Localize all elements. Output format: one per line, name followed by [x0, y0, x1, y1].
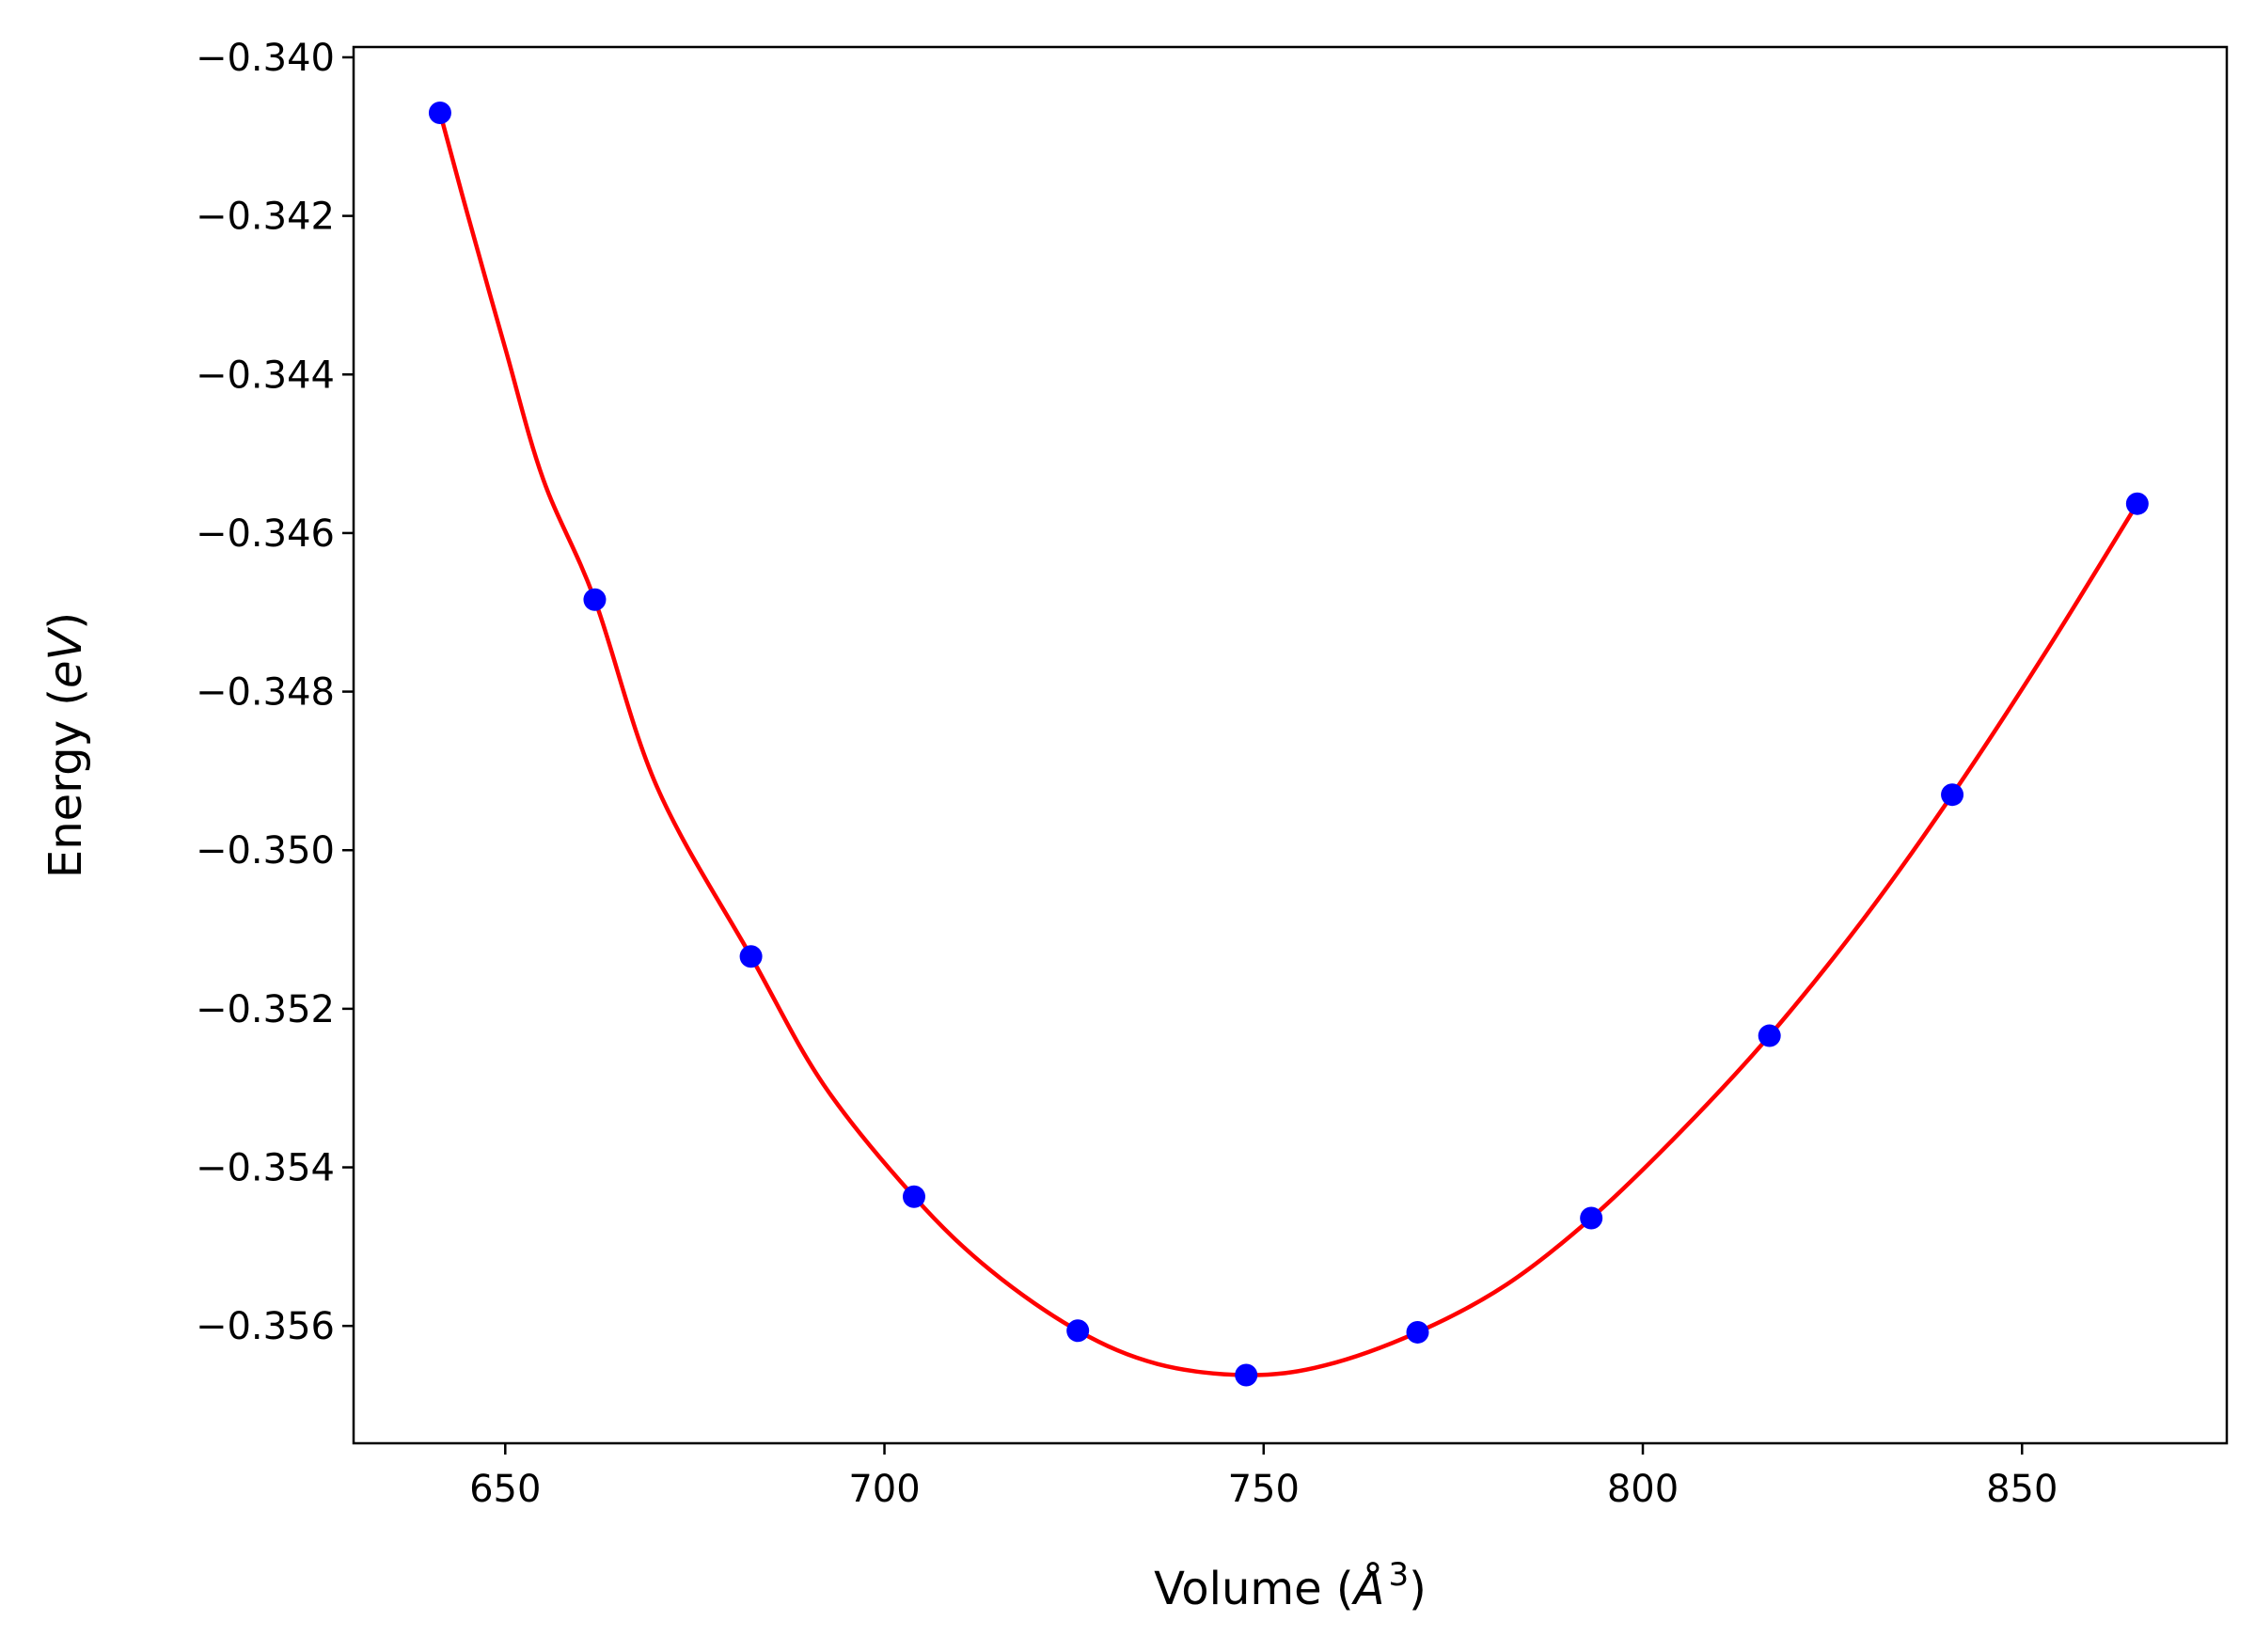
fit-curve [437, 110, 2140, 1377]
y-label-unit: eV [39, 627, 92, 689]
data-point [428, 101, 451, 124]
x-axis-ticks: 650 700 750 800 850 [469, 1443, 2058, 1511]
y-tick-label: −0.342 [196, 196, 335, 239]
x-label-suffix: ) [1409, 1563, 1427, 1615]
data-point [583, 588, 607, 611]
x-label-power: 3 [1388, 1556, 1409, 1594]
y-tick-label: −0.356 [196, 1305, 335, 1348]
x-tick-label: 850 [1986, 1468, 2058, 1511]
y-label-prefix: Energy ( [39, 688, 92, 878]
y-label-suffix: ) [39, 612, 92, 630]
x-axis-label: Volume (Å 3) [1154, 1556, 1427, 1615]
x-label-unit: Å [1351, 1562, 1385, 1615]
y-tick-label: −0.354 [196, 1147, 335, 1190]
y-axis-label: Energy (eV) [39, 612, 92, 878]
x-tick-label: 800 [1607, 1468, 1679, 1511]
x-tick-label: 650 [469, 1468, 541, 1511]
data-point [739, 945, 763, 968]
x-label-prefix: Volume ( [1154, 1563, 1354, 1615]
y-tick-label: −0.352 [196, 988, 335, 1031]
data-point [2125, 492, 2149, 515]
y-tick-label: −0.346 [196, 512, 335, 556]
axes-frame [352, 45, 2229, 1445]
y-tick-label: −0.348 [196, 671, 335, 715]
y-axis-ticks: −0.340 −0.342 −0.344 −0.346 −0.348 −0.350 −0.3… [196, 37, 354, 1348]
x-tick-label: 700 [848, 1468, 920, 1511]
y-tick-label: −0.350 [196, 829, 335, 873]
data-point [1066, 1319, 1090, 1343]
data-point [902, 1185, 925, 1208]
plot-area [428, 101, 2149, 1387]
data-point [1406, 1320, 1429, 1344]
data-point [1758, 1024, 1781, 1047]
data-point [1580, 1206, 1603, 1230]
y-tick-label: −0.344 [196, 354, 335, 397]
data-point [1235, 1363, 1258, 1387]
x-tick-label: 750 [1228, 1468, 1300, 1511]
y-tick-label: −0.340 [196, 37, 335, 80]
data-points [428, 101, 2149, 1387]
data-point [1941, 783, 1964, 807]
